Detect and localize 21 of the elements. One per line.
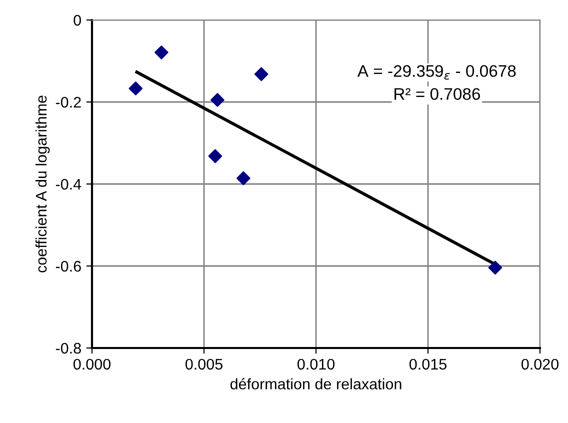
- y-tick-label: -0.2: [56, 96, 81, 108]
- x-tick-label: 0.000: [73, 358, 111, 370]
- x-tick-label: 0.015: [409, 358, 446, 370]
- point: [210, 93, 224, 107]
- annotation: R² = 0.7086: [394, 88, 480, 100]
- x-tick-label: 0.005: [185, 358, 222, 370]
- point: [128, 82, 143, 96]
- annotation: A = -29.359$_{ε}$ - 0.0678: [357, 65, 516, 80]
- point: [236, 171, 250, 186]
- x-tick-label: 0.010: [297, 358, 335, 370]
- y-tick-label: -0.8: [56, 342, 81, 354]
- point: [208, 149, 222, 164]
- y-axis-title: coefficient A du logarithme: [35, 96, 50, 272]
- point: [154, 45, 168, 60]
- x-tick-label: 0.020: [521, 358, 559, 370]
- point: [488, 260, 502, 275]
- y-tick-label: 0: [74, 14, 81, 26]
- x-axis-title: déformation de relaxation: [230, 378, 402, 390]
- y-tick-label: -0.6: [56, 260, 81, 272]
- point: [254, 67, 268, 82]
- y-tick-label: -0.4: [56, 178, 82, 190]
